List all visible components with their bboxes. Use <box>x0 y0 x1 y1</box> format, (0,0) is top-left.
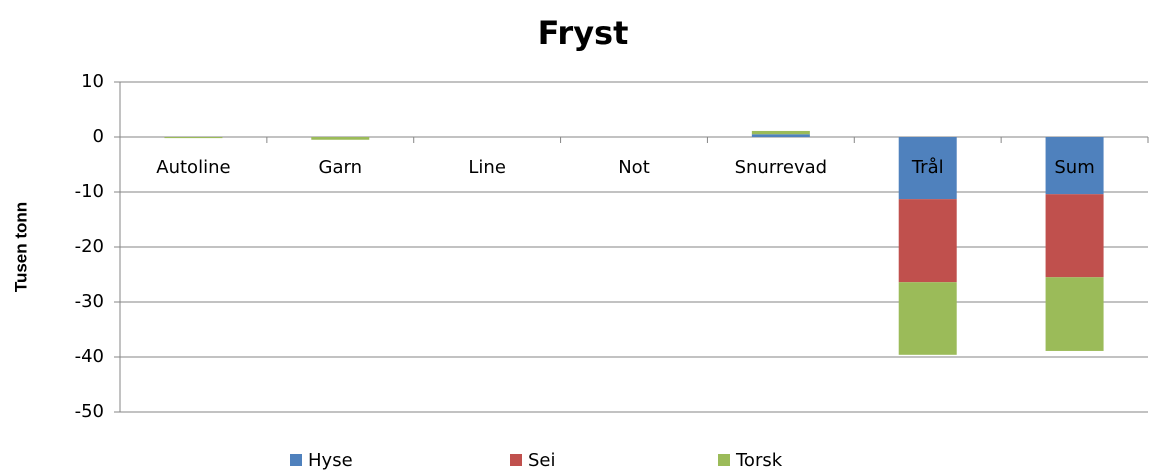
legend-label: Sei <box>528 450 556 471</box>
x-tick-label: Trål <box>911 157 944 178</box>
bar-segment <box>898 199 957 283</box>
x-tick-label: Sum <box>1054 157 1094 178</box>
y-tick-label: -20 <box>75 236 104 257</box>
bar-segment <box>1045 194 1104 278</box>
legend-swatch <box>290 454 302 466</box>
y-tick-label: 0 <box>93 126 104 147</box>
y-tick-label: -30 <box>75 291 104 312</box>
legend-label: Torsk <box>735 450 783 471</box>
bar-segment <box>164 137 223 139</box>
legend-swatch <box>718 454 730 466</box>
bar-segment <box>751 134 810 137</box>
bar-segment <box>898 282 957 355</box>
legend-label: Hyse <box>308 450 353 471</box>
y-tick-label: -10 <box>75 181 104 202</box>
bar-segment <box>751 130 810 135</box>
x-tick-label: Autoline <box>156 157 230 178</box>
bar-segment <box>1045 277 1104 351</box>
bar-segment <box>898 137 957 200</box>
bar-segment <box>311 137 370 140</box>
y-tick-label: -40 <box>75 346 104 367</box>
y-tick-label: 10 <box>81 71 104 92</box>
x-tick-label: Snurrevad <box>735 157 828 178</box>
chart-title: Fryst <box>538 14 629 52</box>
bar-segment <box>1045 137 1104 195</box>
y-axis-label: Tusen tonn <box>11 202 30 292</box>
y-tick-label: -50 <box>75 401 104 422</box>
x-tick-label: Not <box>618 157 650 178</box>
x-tick-label: Garn <box>319 157 362 178</box>
x-tick-label: Line <box>468 157 506 178</box>
legend-swatch <box>510 454 522 466</box>
